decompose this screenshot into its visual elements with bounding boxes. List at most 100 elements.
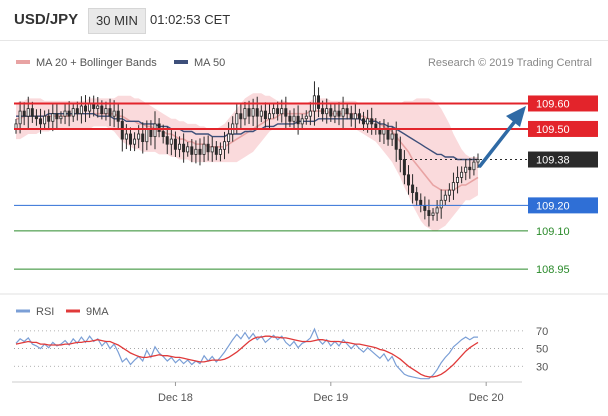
candle-body — [427, 210, 431, 216]
candle — [128, 127, 132, 151]
candle-body — [316, 95, 320, 109]
candle — [120, 108, 124, 152]
candle-body — [206, 143, 210, 153]
candle-body — [321, 108, 325, 115]
rsi-line — [15, 327, 478, 380]
candle-body — [451, 182, 455, 191]
candle — [300, 113, 304, 129]
candle-body — [157, 123, 161, 132]
candle — [161, 124, 165, 144]
candle-body — [55, 113, 59, 120]
candle — [47, 109, 51, 129]
candle — [177, 136, 181, 158]
bollinger-band-fill — [16, 93, 478, 231]
candle-body — [394, 133, 398, 150]
candle — [357, 108, 361, 124]
rsi-ma-legend-label: 9MA — [86, 306, 109, 318]
candle — [26, 96, 30, 129]
candle — [132, 132, 136, 152]
candle-body — [39, 118, 43, 125]
candle — [272, 103, 276, 119]
timeframe-selector[interactable]: 30 MIN — [88, 8, 146, 34]
candle-body — [411, 184, 415, 193]
candle-body — [361, 118, 365, 125]
candle-body — [59, 115, 63, 120]
candle-body — [67, 110, 71, 117]
candle — [153, 111, 157, 150]
candle-body — [272, 108, 276, 115]
candle — [182, 133, 186, 163]
candle-body — [386, 128, 390, 140]
candle-body — [51, 113, 55, 122]
candle-body — [349, 113, 353, 120]
candle — [464, 159, 468, 181]
candle-body — [112, 110, 116, 117]
candle — [431, 208, 435, 221]
candle-body — [439, 199, 443, 209]
candle-body — [63, 110, 67, 117]
candle-body — [276, 108, 280, 115]
candle-body — [464, 166, 468, 173]
candle-body — [128, 133, 132, 145]
candle-body — [88, 103, 92, 112]
candle-body — [214, 146, 218, 155]
candle-body — [30, 108, 34, 117]
candle — [75, 101, 79, 121]
candlestick-layer — [14, 81, 480, 227]
candle-body — [468, 166, 472, 171]
candle-body — [243, 108, 247, 120]
candle-body — [47, 115, 51, 122]
candle-body — [431, 212, 435, 216]
rsi-ma-line — [15, 335, 479, 378]
candle-body — [345, 108, 349, 115]
candle-body — [165, 136, 169, 145]
candle-body — [222, 141, 226, 150]
candle — [284, 96, 288, 129]
candle-body — [104, 108, 108, 115]
candle-body — [34, 115, 38, 120]
candle-body — [210, 146, 214, 153]
candle-body — [402, 159, 406, 176]
candle-body — [137, 133, 141, 140]
candle-body — [460, 171, 464, 178]
candle-body — [22, 110, 26, 117]
candle — [406, 165, 410, 195]
candle-body — [198, 148, 202, 155]
candle — [361, 111, 365, 131]
price-level-label: 109.20 — [536, 200, 570, 212]
candle — [173, 131, 177, 157]
candle-body — [415, 192, 419, 201]
candle — [341, 96, 345, 129]
candle — [104, 101, 108, 121]
candle-body — [26, 108, 30, 117]
candle-body — [153, 123, 157, 138]
candle — [349, 105, 353, 127]
candle-body — [406, 174, 410, 186]
candle-body — [173, 138, 177, 150]
candle — [455, 166, 459, 194]
candle-body — [182, 143, 186, 153]
ma50-line — [16, 113, 478, 161]
candle — [210, 136, 214, 162]
candle-body — [476, 159, 480, 163]
candle — [267, 103, 271, 129]
candle-body — [251, 108, 255, 117]
candle — [255, 96, 259, 129]
candle-body — [288, 115, 292, 122]
candle — [51, 103, 55, 132]
candle-body — [435, 207, 439, 214]
candle — [22, 102, 26, 126]
chart-header: USD/JPY 30 MIN 01:02:53 CET — [0, 0, 608, 41]
candle — [304, 110, 308, 125]
price-level-label: 109.38 — [536, 155, 570, 167]
candle-body — [108, 108, 112, 117]
candle-body — [75, 108, 79, 115]
price-level-label: 109.60 — [536, 98, 570, 110]
candle — [415, 186, 419, 207]
candle-body — [100, 105, 104, 114]
candle — [198, 138, 202, 166]
candle-body — [116, 110, 120, 122]
candle-body — [202, 143, 206, 155]
candle — [157, 118, 161, 138]
